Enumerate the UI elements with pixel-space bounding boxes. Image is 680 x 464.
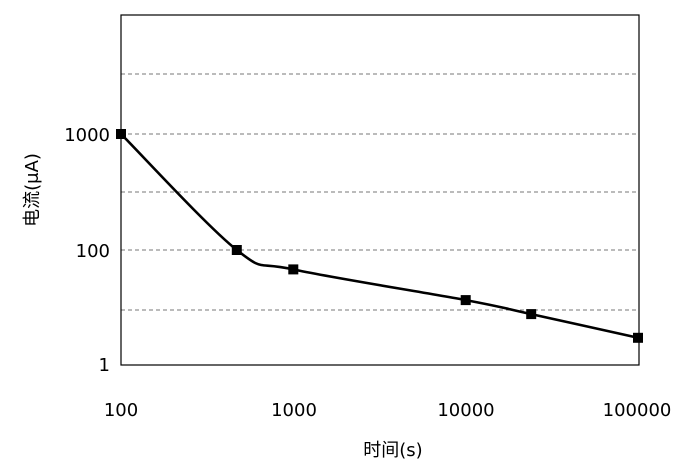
x-tick-label-100000: 100000 — [603, 400, 672, 421]
y-tick-label-100: 100 — [76, 241, 110, 262]
data-point-0 — [116, 129, 126, 139]
x-axis-title: 时间(s) — [363, 440, 422, 461]
series-markers — [116, 129, 643, 343]
data-point-3 — [460, 295, 471, 306]
plot-area-frame — [120, 14, 640, 366]
data-point-1 — [231, 245, 242, 255]
x-tick-label-10000: 10000 — [437, 400, 494, 421]
y-tick-label-1000: 1000 — [64, 125, 110, 146]
x-tick-label-100: 100 — [104, 400, 138, 421]
y-axis-title: 电流(μA) — [22, 153, 43, 227]
data-point-2 — [288, 264, 299, 275]
data-point-4 — [526, 309, 537, 320]
gridlines — [121, 73, 639, 311]
series-line — [120, 133, 639, 340]
y-tick-label-1: 1 — [99, 355, 110, 376]
data-point-5 — [633, 332, 643, 343]
x-tick-label-1000: 1000 — [271, 400, 317, 421]
